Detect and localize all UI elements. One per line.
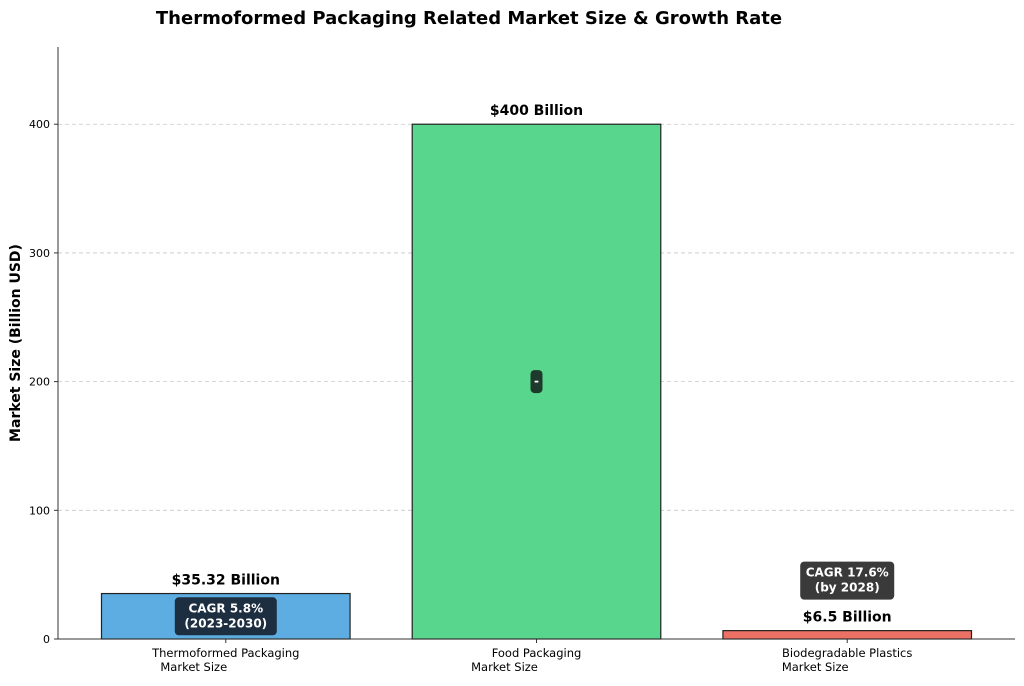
annotation-box: [800, 561, 895, 600]
x-tick-label: Biodegradable Plastics: [782, 646, 912, 660]
annotation-text: (2023-2030): [184, 616, 267, 630]
cagr-annotation: -: [530, 370, 543, 394]
cagr-annotation: CAGR 17.6%(by 2028): [800, 561, 895, 600]
y-axis-label: Market Size (Billion USD): [8, 244, 24, 442]
annotation-box: [174, 597, 277, 636]
annotation-text: (by 2028): [815, 581, 880, 595]
y-tick-label: 200: [29, 376, 50, 389]
chart-title: Thermoformed Packaging Related Market Si…: [156, 8, 782, 29]
value-label: $6.5 Billion: [803, 610, 892, 626]
bar: [722, 630, 973, 640]
x-tick-label: Food Packaging: [492, 646, 582, 660]
x-tick-label: Thermoformed Packaging: [151, 646, 299, 660]
annotation-box: [530, 370, 543, 394]
x-tick-label: Market Size: [782, 660, 849, 674]
x-tick-label: Market Size: [471, 660, 538, 674]
annotation-text: CAGR 5.8%: [188, 601, 263, 615]
y-tick-label: 0: [43, 633, 50, 646]
y-tick-label: 400: [29, 118, 50, 131]
value-label: $35.32 Billion: [172, 573, 280, 589]
annotation-text: -: [534, 374, 539, 388]
cagr-annotation: CAGR 5.8%(2023-2030): [174, 597, 277, 636]
annotation-text: CAGR 17.6%: [806, 566, 889, 580]
y-tick-label: 100: [29, 504, 50, 517]
x-tick-label: Market Size: [160, 660, 227, 674]
value-label: $400 Billion: [490, 103, 583, 119]
y-tick-label: 300: [29, 247, 50, 260]
